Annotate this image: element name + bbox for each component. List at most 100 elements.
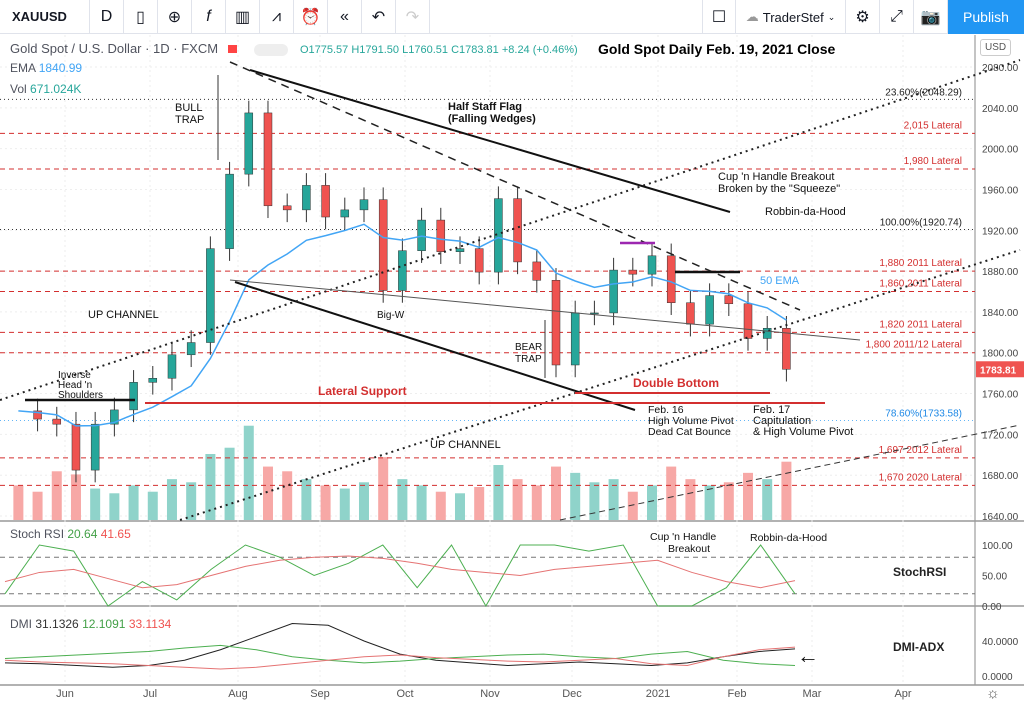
volume-bar	[32, 491, 43, 520]
volume-bar	[493, 465, 504, 520]
publish-button[interactable]: Publish	[948, 0, 1024, 34]
interval-button[interactable]: D	[90, 0, 124, 34]
feb16-label: High Volume Pivot	[648, 415, 734, 427]
candle	[321, 185, 330, 218]
candle	[167, 354, 177, 379]
lateral-support-label: Lateral Support	[318, 384, 407, 398]
volume-bar	[301, 479, 312, 520]
instrument-title: Gold Spot / U.S. Dollar · 1D · FXCM	[10, 41, 219, 56]
volume-bar	[262, 466, 273, 520]
volume-bar	[397, 479, 408, 520]
gear-icon[interactable]: ⚙	[846, 0, 880, 34]
bear-trap-label: BEAR	[515, 342, 542, 353]
di-plus-line	[4, 644, 796, 666]
stoch-tick-label: 50.00	[982, 572, 1007, 583]
wedge-midline	[229, 61, 801, 311]
y-tick-label: 1920.00	[982, 226, 1019, 237]
vol-value: 671.024K	[30, 82, 82, 96]
y-tick-label: 1640.00	[982, 512, 1019, 523]
y-tick-label: 2000.00	[982, 145, 1019, 156]
dmi-label: DMI	[10, 617, 32, 631]
undo-icon[interactable]: ↶	[362, 0, 396, 34]
candle	[33, 410, 42, 420]
candle	[52, 418, 62, 425]
cup-handle-label: Broken by the "Squeeze"	[718, 183, 840, 195]
y-tick-label: 1680.00	[982, 471, 1019, 482]
fib-label: 78.60%(1733.58)	[885, 409, 962, 420]
x-tick-label: Feb	[728, 688, 747, 700]
volume-bar	[550, 466, 561, 520]
di-minus-value: 33.1134	[128, 617, 172, 631]
up-channel-label: UP CHANNEL	[88, 309, 159, 321]
replay-icon[interactable]: «	[328, 0, 362, 34]
volume-bar	[781, 461, 792, 520]
volume-bar	[320, 485, 331, 520]
chart-title: Gold Spot Daily Feb. 19, 2021 Close	[598, 41, 836, 57]
inverse-hs-label: Head 'n	[58, 380, 92, 391]
stoch-legend: Stoch RSI 20.64 41.65	[10, 527, 131, 541]
symbol-search[interactable]: XAUUSD	[0, 0, 90, 34]
inverse-hs-label: Inverse	[58, 370, 91, 381]
y-tick-label: 1720.00	[982, 430, 1019, 441]
dmi-legend: DMI 31.1326 12.1091 33.1134	[10, 617, 171, 631]
candle	[71, 423, 81, 471]
robbin-label: Robbin-da-Hood	[765, 206, 846, 218]
flag-icon	[227, 45, 237, 53]
x-tick-label: Jul	[143, 688, 157, 700]
templates-icon[interactable]: ▥	[226, 0, 260, 34]
candle	[417, 219, 426, 251]
y-tick-label: 1880.00	[982, 267, 1019, 278]
fullscreen-icon[interactable]: ⤢	[880, 0, 914, 34]
big-w-label: Big-W	[377, 310, 405, 321]
stoch-cup-label: Breakout	[668, 543, 710, 555]
y-tick-label: 2080.00	[982, 63, 1019, 74]
high-value: H1791.50	[351, 44, 400, 56]
candle	[474, 248, 484, 273]
bear-trap-label: TRAP	[515, 354, 542, 365]
user-menu[interactable]: ☁ TraderStef ⌄	[736, 0, 846, 34]
alert-icon[interactable]: ⏰	[294, 0, 328, 34]
up-channel-top	[0, 59, 1021, 401]
candle	[282, 205, 292, 211]
redo-icon[interactable]: ↷	[396, 0, 430, 34]
x-tick-label: Apr	[894, 688, 911, 700]
volume-bar	[147, 491, 158, 520]
volume-bar	[339, 488, 350, 520]
compare-icon[interactable]: ⩘	[260, 0, 294, 34]
indicators-icon[interactable]: f	[192, 0, 226, 34]
last-price-tag	[976, 361, 1024, 378]
volume-bar	[90, 488, 101, 520]
open-value: O1775.57	[299, 44, 349, 56]
lateral-label: 1,880 2011 Lateral	[879, 258, 962, 269]
chart-canvas[interactable]: 2080.00 2040.00 2000.00 1960.00 1920.00 1880.…	[0, 35, 1024, 709]
candle	[570, 312, 580, 366]
volume-bar	[531, 485, 542, 520]
feb17-label: Feb. 17	[753, 404, 790, 416]
x-tick-label: Nov	[480, 688, 500, 700]
add-compare-icon[interactable]: ⊕	[158, 0, 192, 34]
candle	[225, 173, 234, 249]
candle	[359, 199, 369, 211]
candle	[782, 327, 791, 370]
stoch-d: 41.65	[100, 527, 131, 541]
top-toolbar: XAUUSD D ▯ ⊕ f ▥ ⩘ ⏰ « ↶ ↷	[0, 0, 1024, 34]
stoch-cup-label: Cup 'n Handle	[650, 531, 716, 543]
ema-legend: EMA 1840.99	[10, 61, 82, 75]
volume-bar	[435, 491, 446, 520]
volume-bar	[186, 482, 197, 520]
square-icon[interactable]: ☐	[702, 0, 736, 34]
inverse-hs-label: Shoulders	[58, 390, 103, 401]
candles-icon[interactable]: ▯	[124, 0, 158, 34]
candle	[186, 342, 196, 356]
volume-bar	[109, 493, 120, 520]
candle	[378, 199, 388, 291]
cloud-icon: ☁	[745, 9, 759, 24]
stoch-pane-label: StochRSI	[893, 565, 947, 579]
volume-bar	[666, 466, 677, 520]
right-toolbar: ☐ ☁ TraderStef ⌄ ⚙ ⤢ 📷	[702, 0, 948, 34]
currency-badge[interactable]: USD	[980, 39, 1012, 56]
toggle-icon[interactable]	[254, 43, 289, 56]
fib-label: 100.00%(1920.74)	[880, 218, 962, 229]
volume-bar	[647, 485, 658, 520]
camera-icon[interactable]: 📷	[914, 0, 948, 34]
